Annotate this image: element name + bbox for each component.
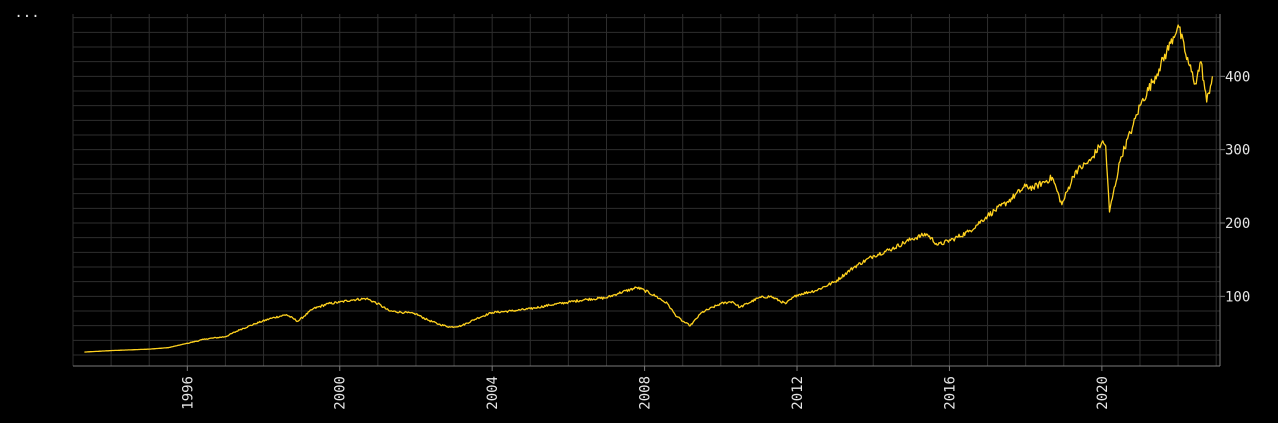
x-tick-label: 2020 — [1095, 376, 1111, 410]
x-tick-label: 1996 — [180, 376, 196, 410]
x-tick-label: 2012 — [790, 376, 806, 410]
series-line — [84, 24, 1214, 353]
x-tick-label: 2000 — [333, 376, 349, 410]
y-axis-ticks: 100 200 300 400 — [1220, 69, 1250, 305]
y-tick-label: 200 — [1225, 216, 1250, 232]
x-tick-label: 2004 — [485, 376, 501, 410]
axes — [73, 14, 1221, 367]
y-tick-label: 400 — [1225, 69, 1250, 85]
x-tick-label: 2008 — [638, 376, 654, 410]
x-axis-ticks: 1996 2000 2004 2008 2012 2016 2020 — [180, 366, 1111, 410]
y-tick-label: 100 — [1225, 289, 1250, 305]
y-tick-label: 300 — [1225, 143, 1250, 159]
more-options-button[interactable]: ... — [14, 5, 40, 21]
grid-lines — [72, 14, 1220, 366]
x-tick-label: 2016 — [942, 376, 958, 410]
